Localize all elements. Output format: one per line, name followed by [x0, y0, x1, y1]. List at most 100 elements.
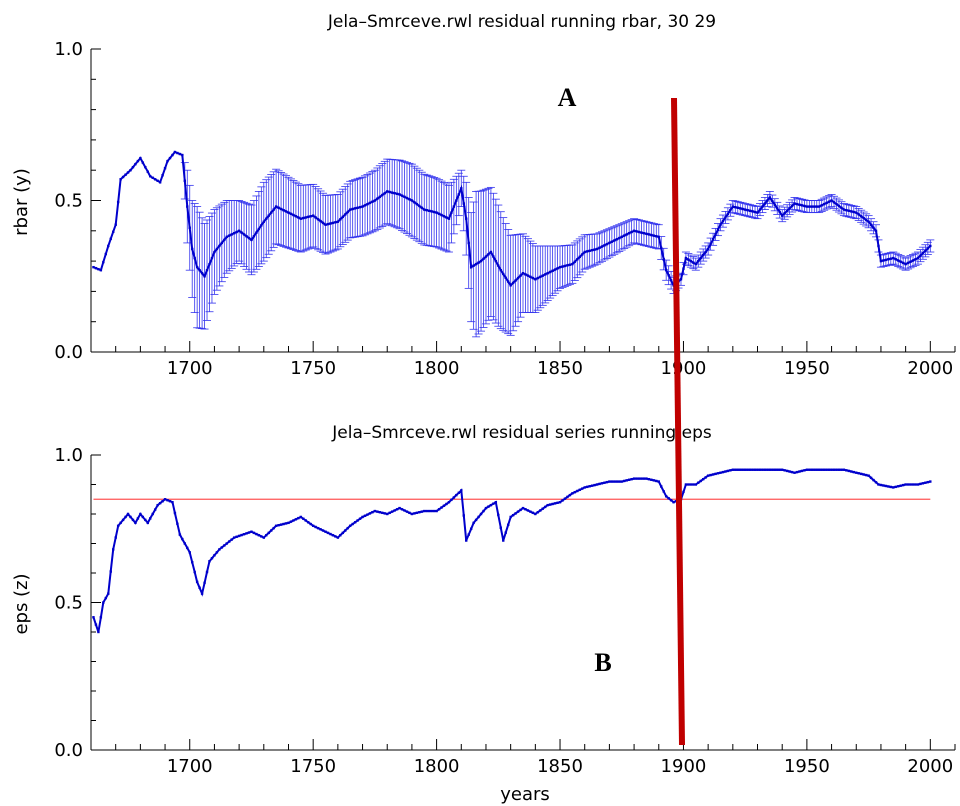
bottom-data-point [408, 511, 411, 515]
bottom-data-point [813, 468, 816, 471]
top-plot-errorbars [180, 158, 935, 338]
bottom-data-point [778, 468, 781, 471]
bottom-data-point [808, 468, 811, 471]
top-data-point [820, 204, 823, 207]
top-data-point [536, 276, 540, 280]
bottom-data-point [484, 506, 488, 510]
bottom-data-point [314, 525, 317, 529]
top-data-point [420, 206, 423, 209]
bottom-data-point [302, 517, 305, 520]
bottom-data-point [687, 483, 690, 486]
bottom-data-point [815, 468, 818, 471]
top-data-point [410, 199, 414, 202]
top-data-point [847, 209, 851, 213]
bottom-data-point [252, 531, 256, 535]
bottom-data-point [692, 483, 695, 486]
top-data-point [682, 267, 685, 270]
top-data-point [358, 205, 362, 209]
top-x-tick-label: 1850 [537, 358, 583, 379]
bottom-data-point [835, 468, 838, 471]
top-data-point [260, 224, 263, 227]
bottom-data-point [109, 570, 112, 573]
top-data-point [504, 276, 507, 279]
top-data-point [326, 222, 330, 226]
top-data-point [163, 166, 167, 170]
bottom-data-point [709, 473, 712, 477]
top-x-tick-label: 1950 [784, 358, 830, 379]
top-data-point [195, 265, 199, 269]
top-data-point [442, 215, 446, 218]
bottom-data-point [191, 560, 194, 564]
bottom-data-point [250, 530, 253, 533]
top-data-point [590, 248, 594, 252]
top-data-point [506, 280, 510, 283]
top-data-point [316, 218, 320, 221]
bottom-data-point [284, 522, 288, 525]
top-data-point [198, 268, 201, 272]
top-data-point [366, 202, 369, 206]
bottom-data-point [827, 468, 831, 471]
bottom-data-point [748, 468, 752, 471]
bottom-data-point [771, 468, 774, 471]
bottom-data-point [899, 484, 902, 487]
top-data-point [474, 262, 478, 266]
top-data-point [598, 246, 601, 249]
top-data-point [551, 269, 554, 272]
bottom-data-point [304, 519, 307, 522]
top-data-point [116, 200, 120, 204]
top-data-point [781, 214, 784, 217]
bottom-data-point [753, 468, 757, 471]
top-data-point [97, 267, 100, 271]
bottom-x-tick-label: 1800 [414, 756, 460, 777]
bottom-data-point [805, 468, 809, 471]
top-data-point [531, 276, 535, 280]
top-data-point [514, 279, 517, 282]
bottom-data-point [511, 513, 515, 517]
bottom-data-point [877, 483, 880, 486]
top-data-point [314, 216, 317, 219]
top-data-point [650, 233, 653, 237]
top-data-point [311, 214, 315, 217]
top-data-point [872, 226, 875, 229]
bottom-data-point [141, 515, 145, 519]
bottom-chart-title: Jela–Smrceve.rwl residual series running… [331, 423, 712, 443]
top-data-point [477, 261, 480, 264]
bottom-data-point [129, 515, 132, 519]
top-data-point [452, 205, 456, 208]
top-data-point [859, 215, 863, 218]
top-data-point [731, 205, 735, 208]
bottom-data-point [721, 470, 725, 474]
bottom-data-point [889, 485, 893, 489]
bottom-data-point [247, 531, 251, 534]
top-data-point [349, 208, 352, 211]
top-data-point [808, 205, 811, 208]
top-data-point [141, 161, 145, 164]
bottom-data-point [578, 488, 581, 492]
bottom-data-point [102, 601, 105, 604]
top-data-point [526, 274, 530, 277]
bottom-data-point [783, 469, 786, 472]
bottom-data-point [758, 468, 762, 471]
bottom-data-point [176, 522, 179, 526]
bottom-data-point [897, 485, 900, 488]
bottom-data-point [763, 468, 767, 471]
bottom-data-point [859, 472, 863, 476]
top-data-point [556, 267, 559, 270]
top-data-point [270, 211, 273, 214]
top-data-point [400, 194, 404, 197]
top-data-point [92, 265, 95, 269]
top-data-point [245, 235, 248, 238]
bottom-data-point [166, 499, 169, 502]
bottom-data-point [262, 536, 265, 539]
top-data-point [864, 218, 868, 222]
bottom-data-point [245, 532, 248, 535]
bottom-data-point [600, 482, 604, 485]
top-data-point [282, 208, 285, 212]
bottom-data-point [272, 526, 275, 530]
top-data-point [252, 235, 256, 238]
bottom-data-point [324, 530, 327, 533]
top-data-point [761, 205, 764, 208]
top-data-point [183, 179, 187, 183]
bottom-data-point [561, 499, 564, 502]
top-data-point [884, 258, 888, 262]
